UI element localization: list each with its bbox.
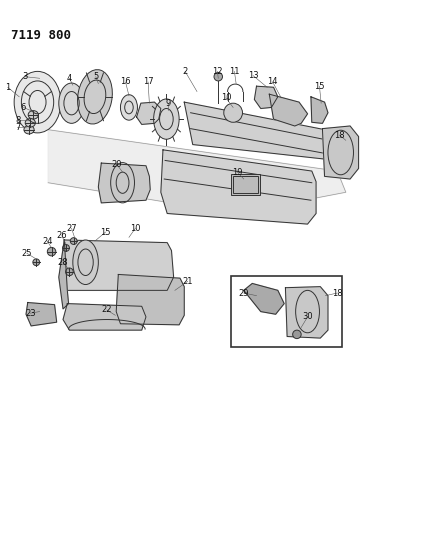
Ellipse shape: [293, 330, 301, 338]
Ellipse shape: [33, 259, 40, 265]
Polygon shape: [59, 240, 68, 309]
Polygon shape: [184, 102, 337, 160]
Text: 27: 27: [66, 224, 77, 233]
Text: 8: 8: [16, 116, 21, 125]
Text: 22: 22: [101, 305, 112, 314]
Text: 6: 6: [21, 103, 26, 112]
Text: 26: 26: [56, 231, 67, 240]
Ellipse shape: [24, 125, 34, 134]
Ellipse shape: [14, 71, 61, 133]
Text: 9: 9: [166, 99, 171, 108]
Ellipse shape: [120, 95, 137, 120]
Ellipse shape: [65, 268, 73, 276]
Ellipse shape: [70, 238, 77, 245]
Bar: [231, 174, 260, 196]
Polygon shape: [285, 287, 328, 338]
Ellipse shape: [62, 245, 69, 252]
Bar: [231, 276, 342, 347]
Polygon shape: [116, 274, 184, 325]
Polygon shape: [98, 163, 150, 203]
Polygon shape: [311, 97, 328, 123]
Text: 28: 28: [58, 258, 68, 266]
Text: 18: 18: [332, 288, 343, 297]
Ellipse shape: [73, 240, 98, 285]
Text: 5: 5: [93, 72, 98, 81]
Text: 7119 800: 7119 800: [11, 29, 71, 42]
Text: 13: 13: [248, 71, 259, 80]
Text: 2: 2: [182, 67, 188, 76]
Text: 15: 15: [314, 82, 325, 91]
Bar: [233, 176, 258, 193]
Polygon shape: [63, 240, 174, 290]
Ellipse shape: [48, 247, 56, 256]
Text: 15: 15: [100, 228, 111, 237]
Text: 16: 16: [120, 77, 131, 86]
Polygon shape: [26, 303, 56, 326]
Ellipse shape: [25, 118, 36, 127]
Ellipse shape: [28, 111, 39, 119]
Text: 10: 10: [221, 93, 231, 102]
Text: 14: 14: [268, 77, 278, 86]
Text: 25: 25: [22, 249, 32, 258]
Ellipse shape: [224, 103, 243, 122]
Text: 17: 17: [143, 77, 153, 86]
Text: 24: 24: [42, 237, 53, 246]
Polygon shape: [137, 102, 161, 124]
Text: 23: 23: [25, 309, 36, 318]
Text: 1: 1: [5, 83, 10, 92]
Polygon shape: [63, 304, 146, 330]
Text: 7: 7: [15, 123, 20, 132]
Text: 18: 18: [334, 131, 345, 140]
Polygon shape: [269, 94, 308, 126]
Text: 3: 3: [22, 72, 27, 81]
Polygon shape: [254, 86, 278, 109]
Text: 21: 21: [182, 277, 193, 286]
Ellipse shape: [77, 70, 112, 124]
Ellipse shape: [214, 72, 223, 81]
Text: 11: 11: [229, 67, 240, 76]
Polygon shape: [48, 130, 346, 214]
Polygon shape: [244, 284, 284, 314]
Polygon shape: [161, 150, 316, 224]
Text: 10: 10: [130, 224, 140, 233]
Text: 4: 4: [67, 74, 72, 83]
Ellipse shape: [154, 99, 179, 139]
Text: 19: 19: [232, 167, 243, 176]
Text: 20: 20: [112, 160, 122, 169]
Polygon shape: [322, 126, 359, 179]
Text: 29: 29: [238, 288, 249, 297]
Ellipse shape: [59, 83, 84, 123]
Text: 30: 30: [302, 312, 313, 321]
Text: 12: 12: [212, 67, 223, 76]
